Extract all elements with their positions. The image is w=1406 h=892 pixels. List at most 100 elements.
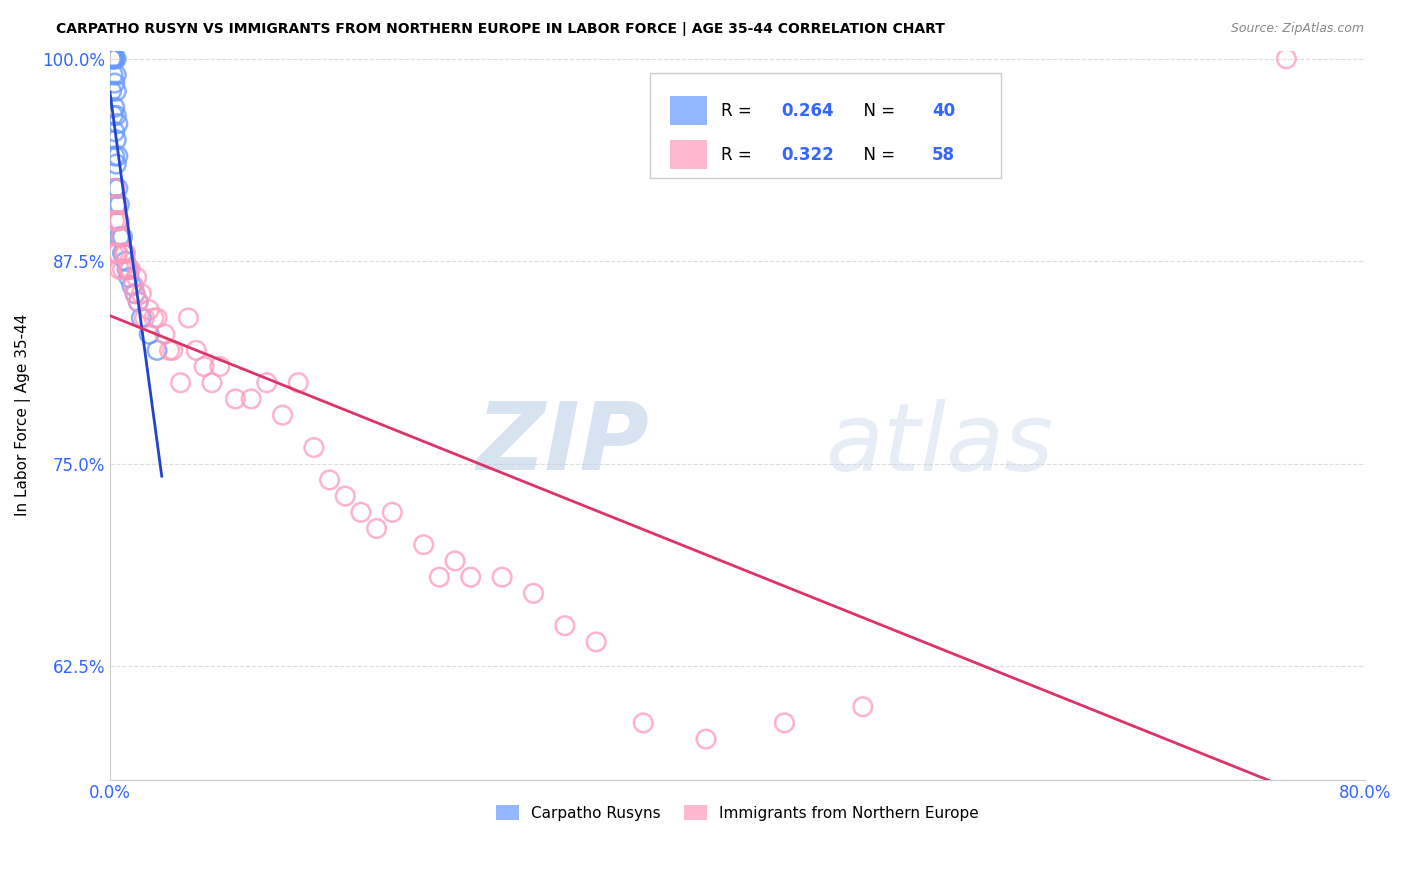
Point [101,68,124,82]
Point [105,246,128,260]
Point [287,376,309,390]
Point [201,376,224,390]
Point [335,489,357,503]
Point [111,262,134,277]
Point [224,392,246,406]
Point [169,376,191,390]
Point [193,359,215,374]
Point [142,310,165,325]
Point [110,230,132,244]
Point [108,230,131,244]
Legend: Carpatho Rusyns, Immigrants from Northern Europe: Carpatho Rusyns, Immigrants from Norther… [491,798,984,827]
Point [108,213,131,227]
Point [104,52,127,66]
Point [107,213,129,227]
Text: 40: 40 [932,102,955,120]
FancyBboxPatch shape [650,72,1001,178]
Point [111,230,134,244]
Point [104,76,127,90]
Point [115,262,138,277]
Point [162,343,184,358]
Point [107,181,129,195]
Text: R =: R = [721,102,756,120]
Point [146,310,169,325]
Point [114,246,136,260]
Point [112,246,135,260]
Point [131,286,153,301]
Point [118,262,141,277]
Point [427,570,450,584]
Point [104,149,127,163]
Text: CARPATHO RUSYN VS IMMIGRANTS FROM NORTHERN EUROPE IN LABOR FORCE | AGE 35-44 COR: CARPATHO RUSYN VS IMMIGRANTS FROM NORTHE… [56,22,945,37]
Point [100,52,122,66]
Point [107,117,129,131]
Point [695,732,717,747]
Point [852,699,875,714]
Point [104,181,127,195]
Point [381,505,404,519]
Point [138,327,160,342]
Point [104,125,127,139]
Point [108,262,131,277]
Point [100,84,122,98]
Point [350,505,373,519]
Point [101,52,124,66]
Point [124,286,146,301]
FancyBboxPatch shape [669,140,707,169]
Text: 0.264: 0.264 [782,102,834,120]
Point [554,618,576,632]
Point [118,270,141,285]
FancyBboxPatch shape [669,96,707,125]
Text: Source: ZipAtlas.com: Source: ZipAtlas.com [1230,22,1364,36]
Point [110,230,132,244]
Point [107,149,129,163]
Point [105,84,128,98]
Point [186,343,208,358]
Point [101,246,124,260]
Point [318,473,340,487]
Point [108,197,131,211]
Point [153,327,176,342]
Point [105,197,128,211]
Point [104,52,127,66]
Point [105,197,128,211]
Text: N =: N = [853,146,900,164]
Text: 58: 58 [932,146,955,164]
Point [101,52,124,66]
Point [444,554,467,568]
Point [125,270,148,285]
Text: ZIP: ZIP [477,399,650,491]
Point [120,262,142,277]
Point [633,715,655,730]
Point [585,635,607,649]
Point [107,246,129,260]
Text: 0.322: 0.322 [782,146,834,164]
Point [104,213,127,227]
Point [122,278,145,293]
Text: atlas: atlas [825,399,1053,490]
Point [412,538,434,552]
Point [121,278,143,293]
Point [131,310,153,325]
Point [114,254,136,268]
Text: R =: R = [721,146,756,164]
Point [522,586,544,600]
Point [105,157,128,171]
Point [146,343,169,358]
Point [134,310,156,325]
Point [112,246,135,260]
Point [159,343,181,358]
Point [104,100,127,114]
Point [111,246,134,260]
Point [100,52,122,66]
Point [177,310,200,325]
Point [302,441,325,455]
Point [1275,52,1298,66]
Point [127,294,149,309]
Point [138,302,160,317]
Point [105,108,128,122]
Point [460,570,482,584]
Point [105,133,128,147]
Point [366,522,388,536]
Point [271,408,294,422]
